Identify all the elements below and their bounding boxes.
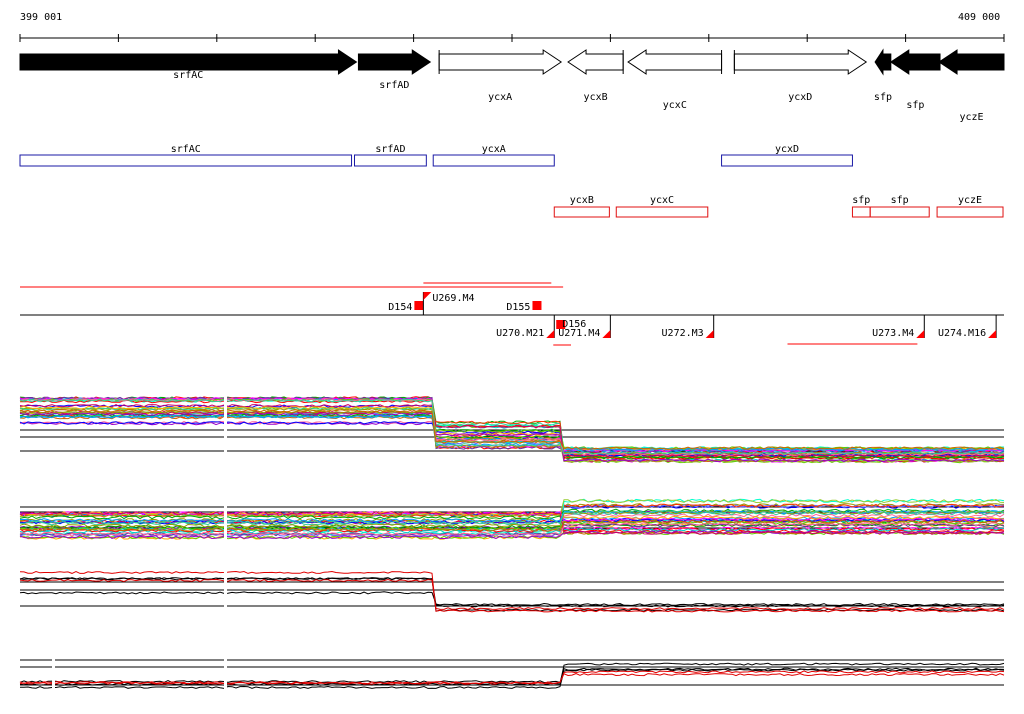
track-series-line (19, 397, 1005, 453)
gene-arrow (889, 49, 941, 75)
ruler-start-label: 399 001 (20, 12, 63, 23)
segment-label: U271.M4 (558, 328, 600, 339)
gene-label: ycxD (788, 92, 812, 103)
gene-arrow (733, 49, 868, 75)
track-series-line (19, 409, 1005, 450)
track-gap (52, 655, 55, 695)
track-series-line (19, 503, 1005, 518)
forward-annotation-box (432, 154, 555, 167)
gene-label: srfAD (379, 80, 409, 91)
track-series-line (19, 398, 1005, 456)
track-series-line (19, 577, 1005, 608)
track-series-line (19, 670, 1005, 685)
segment-label: U272.M3 (662, 328, 704, 339)
reverse-annotation-label: sfp (852, 195, 870, 206)
gene-label: ycxB (584, 92, 608, 103)
reverse-annotation-box (615, 206, 709, 218)
gene-label: srfAC (173, 70, 203, 81)
segment-flag (988, 330, 997, 338)
segment-flag (705, 330, 714, 338)
gene-arrow (938, 49, 1005, 75)
segment-label: D155 (506, 302, 530, 313)
coordinate-ruler (19, 34, 1005, 42)
segment-flag (546, 330, 555, 338)
track-series-line (19, 509, 1005, 523)
expression-track-4 (19, 655, 1005, 695)
segment-flag (916, 330, 925, 338)
gene-label: ycxC (663, 100, 687, 111)
forward-annotation-box (353, 154, 427, 167)
expression-track-3 (19, 568, 1005, 618)
track-series-line (20, 668, 1005, 689)
gene-arrow (438, 49, 563, 75)
reverse-annotation-box (851, 206, 871, 218)
track-series-line (19, 499, 1005, 518)
reverse-strand-annotation-track: ycxB ycxC sfp sfp yczE (553, 195, 1004, 218)
track-series-line (19, 530, 1005, 540)
gene-label: sfp (906, 100, 924, 111)
forward-annotation-box (721, 154, 853, 167)
segment-label: U269.M4 (432, 293, 474, 304)
reverse-annotation-box (869, 206, 930, 218)
segment-label: U270.M21 (496, 328, 544, 339)
track-series-line (19, 398, 1005, 455)
ruler-end-label: 409 000 (958, 12, 1001, 23)
track-series-line (19, 510, 1005, 525)
expression-track-2 (19, 495, 1005, 550)
gene-arrow (19, 49, 358, 75)
reverse-annotation-label: ycxC (650, 195, 674, 206)
forward-annotation-label: ycxA (482, 144, 506, 155)
gene-arrow (357, 49, 432, 75)
reverse-annotation-label: sfp (891, 195, 909, 206)
track-gap (224, 392, 227, 462)
forward-annotation-label: srfAC (171, 144, 201, 155)
reverse-annotation-box (936, 206, 1004, 218)
track-series-line (19, 412, 1005, 463)
forward-annotation-label: srfAD (375, 144, 405, 155)
track-gap (224, 568, 227, 618)
segment-label: U274.M16 (938, 328, 986, 339)
gene-arrow (627, 49, 723, 75)
segment-marker (414, 301, 424, 310)
segment-flag (602, 330, 611, 338)
expression-track-1 (19, 392, 1005, 464)
segment-flag (423, 292, 432, 300)
segment-track: D154 U269.M4 D155 D156 U270.M21 U271.M4 U272.M… (20, 282, 1004, 346)
gene-label: yczE (959, 112, 983, 123)
track-series-line (19, 510, 1005, 535)
track-series-line (19, 570, 1005, 613)
gene-label: sfp (874, 92, 892, 103)
forward-annotation-label: ycxD (775, 144, 799, 155)
track-series-line (19, 410, 1005, 458)
segment-label: U273.M4 (872, 328, 914, 339)
track-series-line (19, 421, 1005, 457)
forward-strand-annotation-track: srfAC srfAD ycxA ycxD (19, 144, 853, 167)
track-series-line (19, 519, 1005, 532)
track-series-line (19, 510, 1005, 528)
track-series-line (20, 522, 1005, 536)
reverse-annotation-box (553, 206, 610, 218)
track-series-line (19, 503, 1005, 523)
gene-arrow (567, 49, 624, 75)
track-series-line (19, 673, 1005, 685)
track-series-line (19, 578, 1005, 611)
gene-label: ycxA (488, 92, 512, 103)
reverse-annotation-label: yczE (958, 195, 982, 206)
segment-label: D154 (388, 302, 412, 313)
gene-arrow (874, 48, 892, 76)
track-gap (224, 495, 227, 550)
forward-annotation-box (19, 154, 353, 167)
track-series-line (19, 591, 1005, 607)
reverse-annotation-label: ycxB (570, 195, 594, 206)
segment-label: D156 (562, 319, 586, 330)
segment-marker (532, 301, 542, 310)
track-series-line (19, 531, 1005, 540)
segment-marker (556, 320, 566, 329)
track-gap (224, 655, 227, 695)
gene-arrow-track: srfAC srfAD ycxA ycxB ycxC ycxD sfp sfp yczE (19, 48, 1005, 123)
